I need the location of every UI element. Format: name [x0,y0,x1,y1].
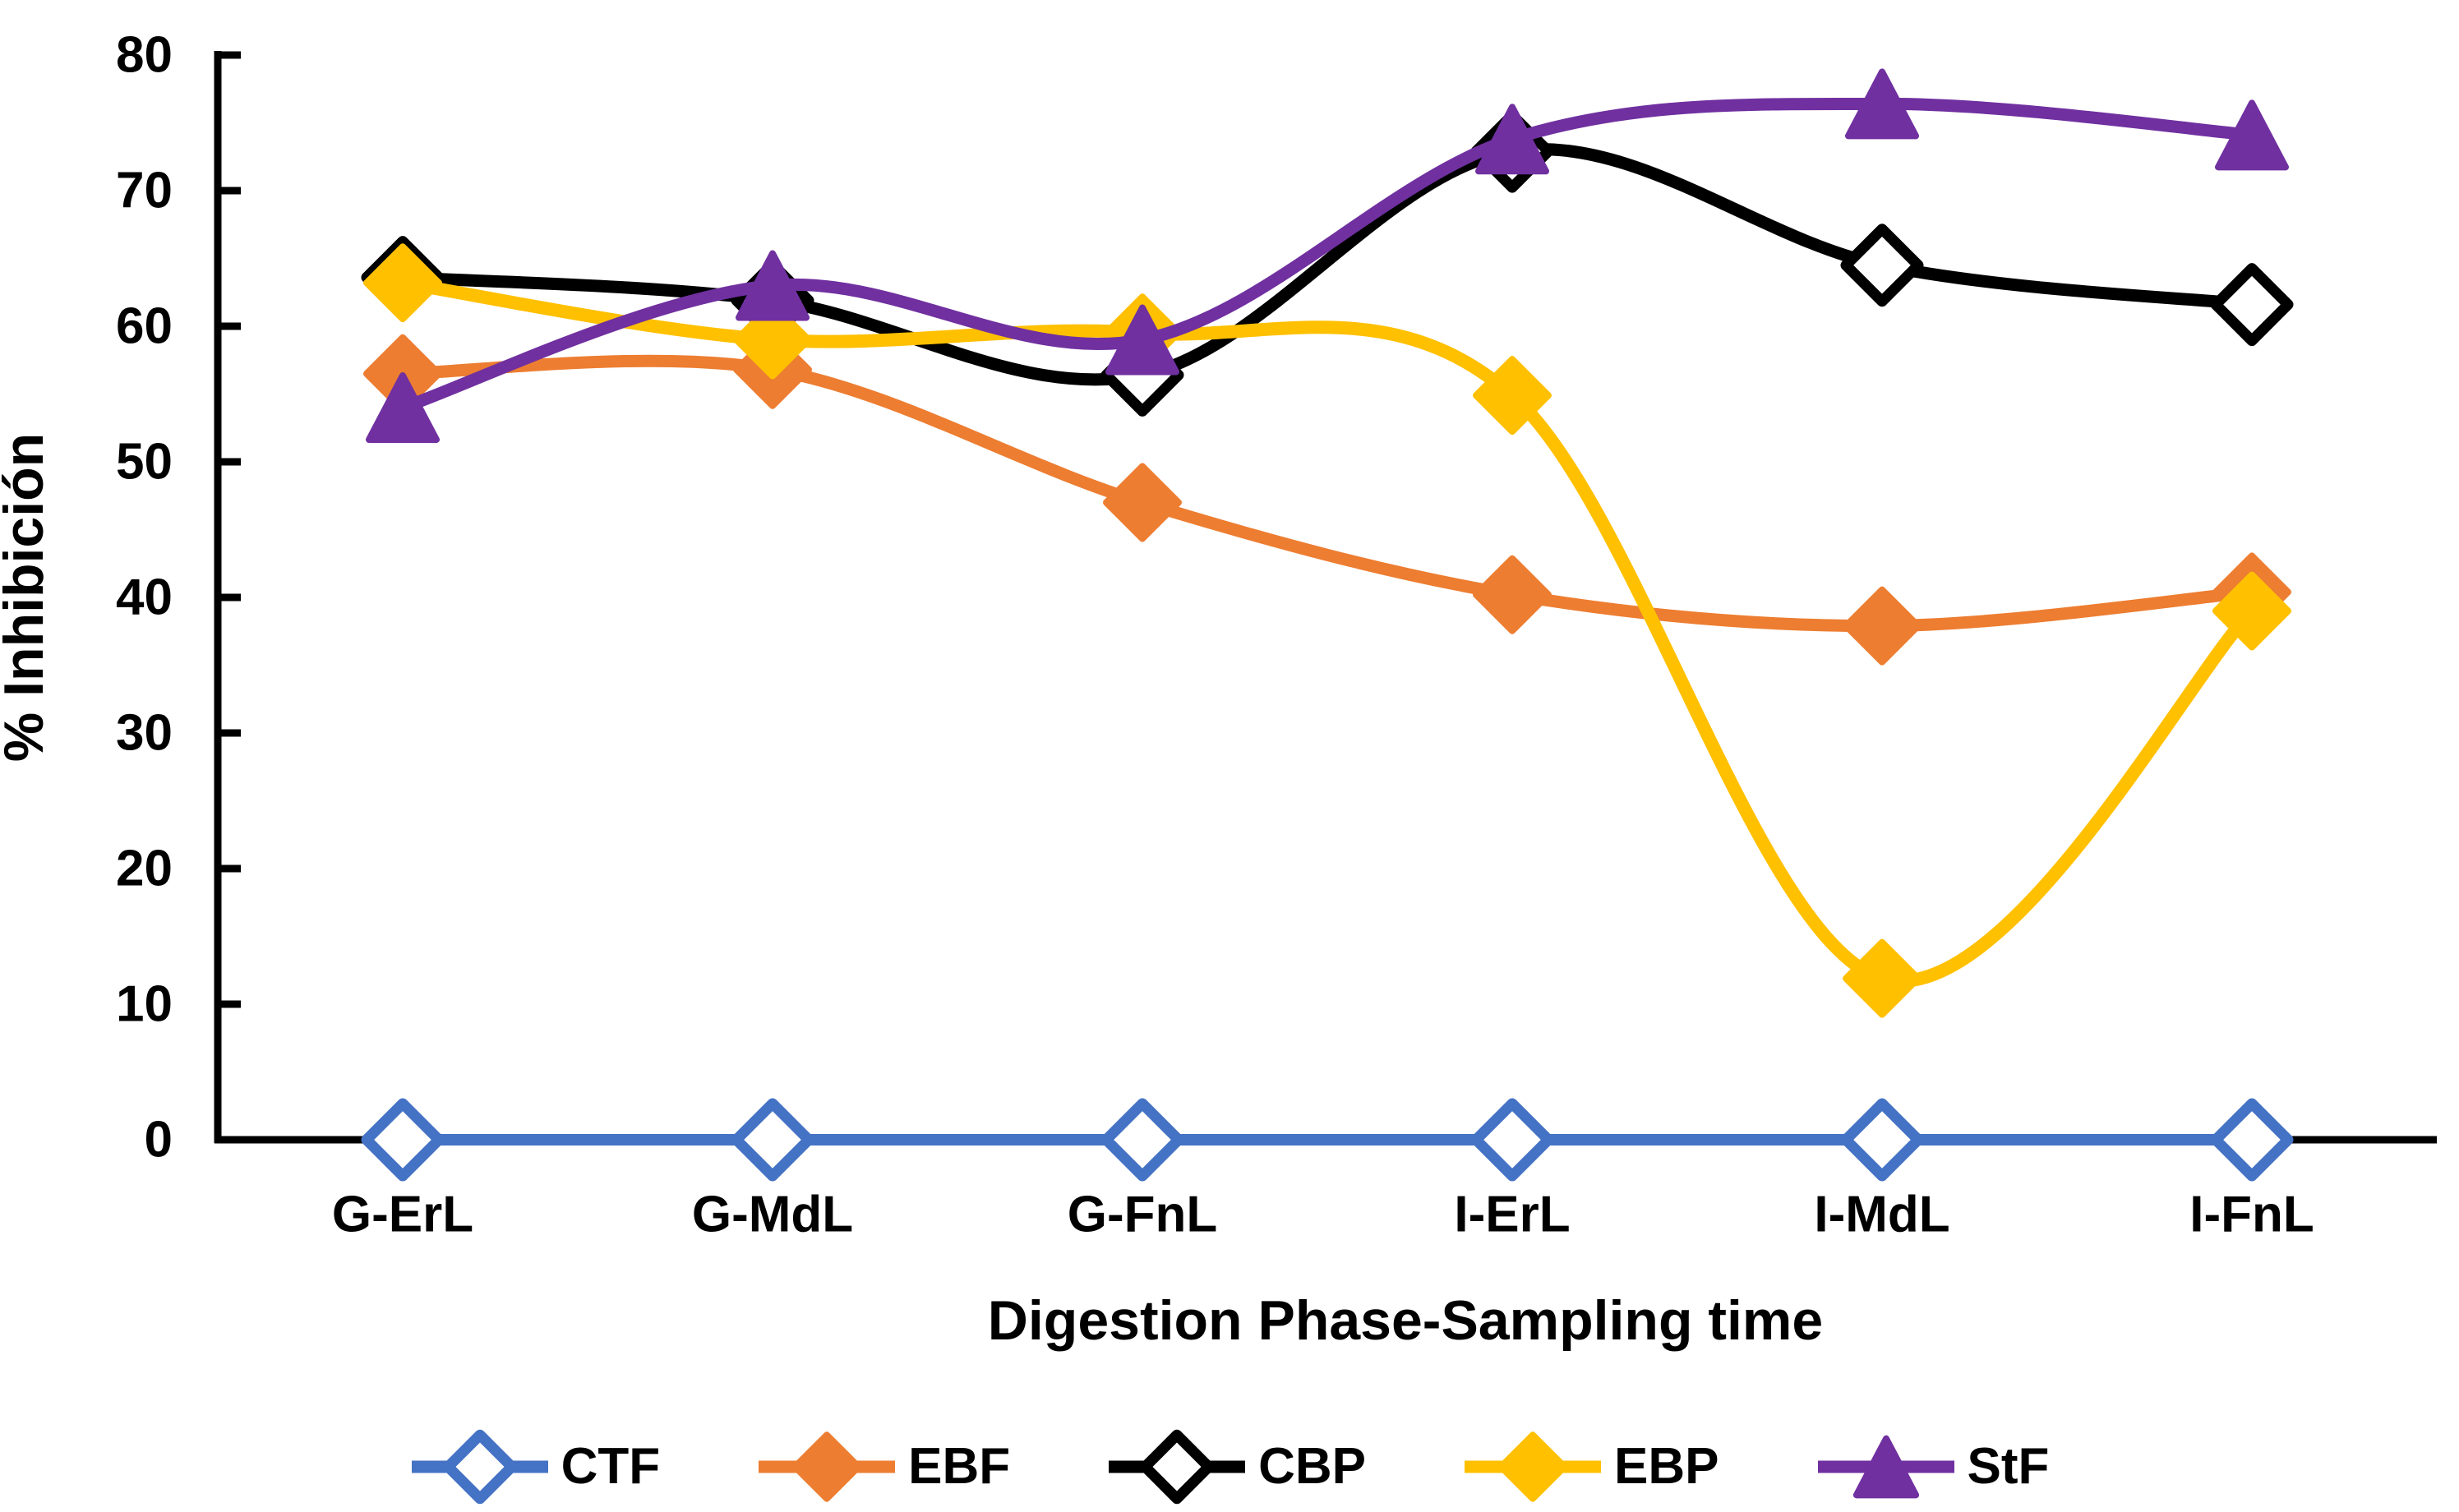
series-EBF [363,330,2291,666]
marker-EBF-3-diamond-marker [1473,555,1552,634]
marker-CTF-4-open-diamond-marker [1840,1098,1924,1182]
marker-StF-5-triangle-marker [2215,99,2289,171]
marker-CTF-5-open-diamond-marker [2210,1098,2294,1182]
series-line-EBF [396,354,2258,633]
marker-StF-2-triangle-marker [1105,304,1179,376]
y-tick-label: 70 [116,163,173,219]
y-tick-label: 80 [116,27,173,84]
legend-item-EBP: EBP [1463,1422,1719,1512]
legend-CTF-open-diamond-marker [442,1429,517,1505]
series-line-CBP [396,143,2258,386]
y-axis-title: % Inhibición [0,433,55,762]
legend-label-StF: StF [1967,1438,2050,1495]
legend-label-CTF: CTF [561,1438,661,1495]
legend-EBP-diamond-marker [1497,1431,1568,1502]
marker-CBP-4-open-diamond-marker [1840,224,1924,307]
legend-EBF-diamond-marker [791,1431,862,1502]
marker-CTF-3-open-diamond-marker [1470,1098,1554,1182]
marker-EBP-4-diamond-marker [1843,938,1922,1018]
chart-legend: CTF EBF CBP EBP StF [0,1422,2459,1512]
series-StF [366,68,2289,443]
x-category-label: G-MdL [692,1187,853,1243]
y-tick-label: 60 [116,298,173,355]
x-category-label: I-MdL [1814,1187,1949,1243]
x-category-label: I-FnL [2189,1187,2314,1243]
legend-CBP-open-diamond-marker [1139,1429,1215,1505]
marker-EBP-3-diamond-marker [1473,356,1552,436]
y-tick-label: 20 [116,841,173,897]
x-axis-title: Digestion Phase-Sampling time [988,1289,1823,1352]
legend-swatch-EBP [1465,1431,1602,1502]
series-line-EBP [396,276,2258,988]
marker-EBP-5-diamond-marker [2212,571,2291,651]
x-category-label: I-ErL [1454,1187,1570,1243]
legend-item-CTF: CTF [410,1422,661,1512]
legend-label-EBF: EBF [908,1438,1011,1495]
legend-item-CBP: CBP [1107,1422,1366,1512]
marker-CTF-1-open-diamond-marker [731,1098,814,1182]
legend-swatch-CBP [1109,1429,1246,1505]
marker-StF-1-triangle-marker [736,250,810,321]
marker-CBP-5-open-diamond-marker [2210,263,2294,347]
legend-swatch-StF [1817,1435,1954,1499]
marker-CTF-2-open-diamond-marker [1100,1098,1184,1182]
legend-label-CBP: CBP [1258,1438,1367,1495]
series-CTF [361,1098,2294,1182]
marker-EBP-0-diamond-marker [363,243,442,323]
marker-CTF-0-open-diamond-marker [361,1098,445,1182]
legend-label-EBP: EBP [1614,1438,1719,1495]
y-tick-label: 50 [116,434,173,491]
legend-swatch-CTF [411,1429,548,1505]
marker-EBF-2-diamond-marker [1103,463,1182,542]
axes-layer: 0 10 20 30 40 50 60 70 80 G-ErL G-MdL G-FnL I-ErL I-M… [116,27,2437,1243]
marker-EBF-4-diamond-marker [1843,586,1922,666]
y-tick-label: 0 [145,1112,173,1169]
marker-StF-4-triangle-marker [1845,68,1919,140]
legend-item-StF: StF [1816,1422,2050,1512]
x-category-label: G-ErL [332,1187,473,1243]
legend-item-EBF: EBF [757,1422,1010,1512]
series-layer [361,68,2294,1182]
x-category-label: G-FnL [1068,1187,1218,1243]
legend-StF-triangle-marker [1852,1435,1919,1499]
legend-swatch-EBF [759,1431,896,1502]
series-line-StF [396,97,2258,414]
y-tick-label: 30 [116,705,173,762]
y-tick-label: 10 [116,976,173,1033]
marker-StF-3-triangle-marker [1475,104,1549,175]
marker-EBP-1-diamond-marker [733,300,812,380]
marker-StF-0-triangle-marker [366,372,440,443]
y-tick-label: 40 [116,569,173,626]
